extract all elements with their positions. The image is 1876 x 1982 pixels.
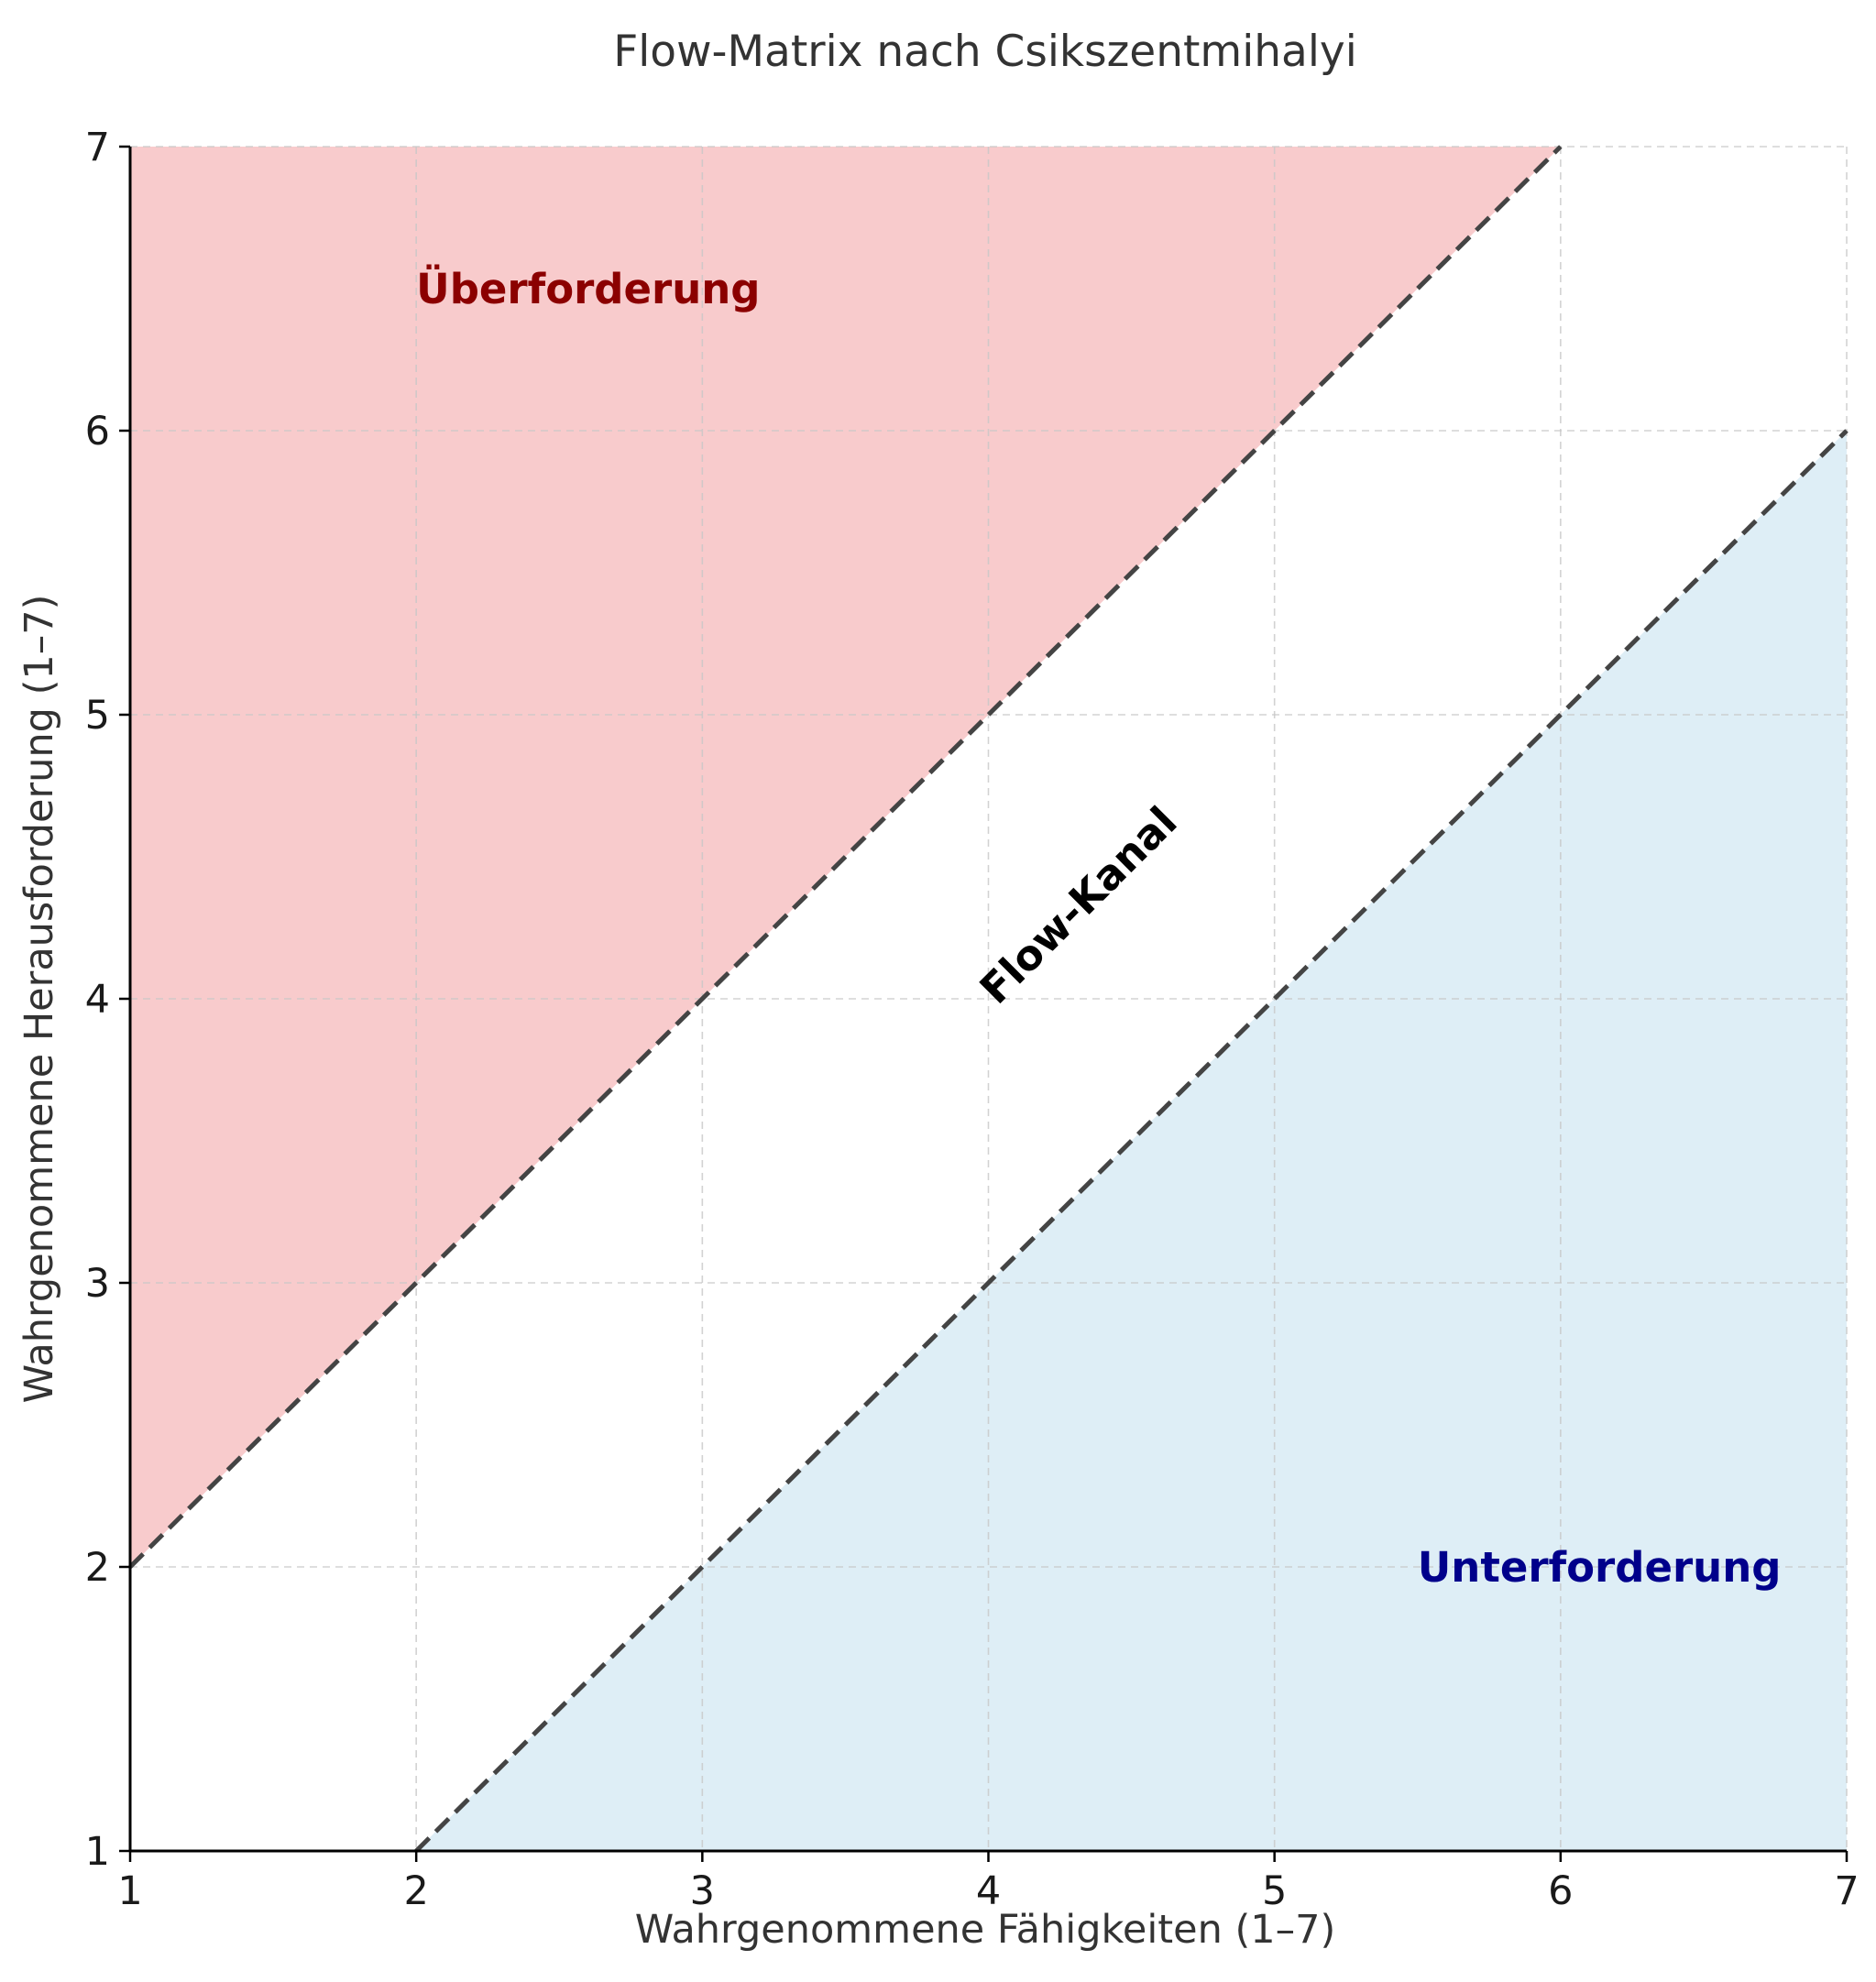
- y-tick-label: 2: [85, 1545, 110, 1591]
- x-tick-label: 6: [1548, 1868, 1573, 1914]
- y-tick-label: 6: [85, 409, 110, 454]
- region-label-ueberforderung: Überforderung: [416, 265, 760, 313]
- boundary-line-upper: [128, 145, 1563, 1569]
- y-tick-label: 1: [85, 1829, 110, 1875]
- x-tick-label: 5: [1262, 1868, 1287, 1914]
- x-tick-label: 3: [690, 1868, 715, 1914]
- axes: [119, 145, 1849, 1862]
- x-axis-label: Wahrgenommene Fähigkeiten (1–7): [635, 1907, 1336, 1953]
- y-tick-label: 7: [85, 125, 110, 170]
- chart-title: Flow-Matrix nach Csikszentmihalyi: [613, 27, 1357, 77]
- x-tick-label: 4: [976, 1868, 1001, 1914]
- region-label-unterforderung: Unterforderung: [1418, 1543, 1782, 1592]
- y-tick-label: 4: [85, 977, 110, 1023]
- x-tick-label: 7: [1834, 1868, 1859, 1914]
- y-axis-label: Wahrgenommene Herausforderung (1–7): [16, 595, 62, 1404]
- y-tick-label: 3: [85, 1261, 110, 1307]
- y-tick-label: 5: [85, 693, 110, 739]
- x-tick-label: 1: [117, 1868, 142, 1914]
- annotation-flow-kanal: Flow-Kanal: [971, 797, 1187, 1013]
- boundary-line-lower: [414, 429, 1849, 1853]
- tick-labels: 1 2 3 4 5 6 7 1 2 3 4 5 6 7: [85, 125, 1860, 1914]
- boundary-lines: [128, 145, 1849, 1853]
- x-tick-label: 2: [403, 1868, 428, 1914]
